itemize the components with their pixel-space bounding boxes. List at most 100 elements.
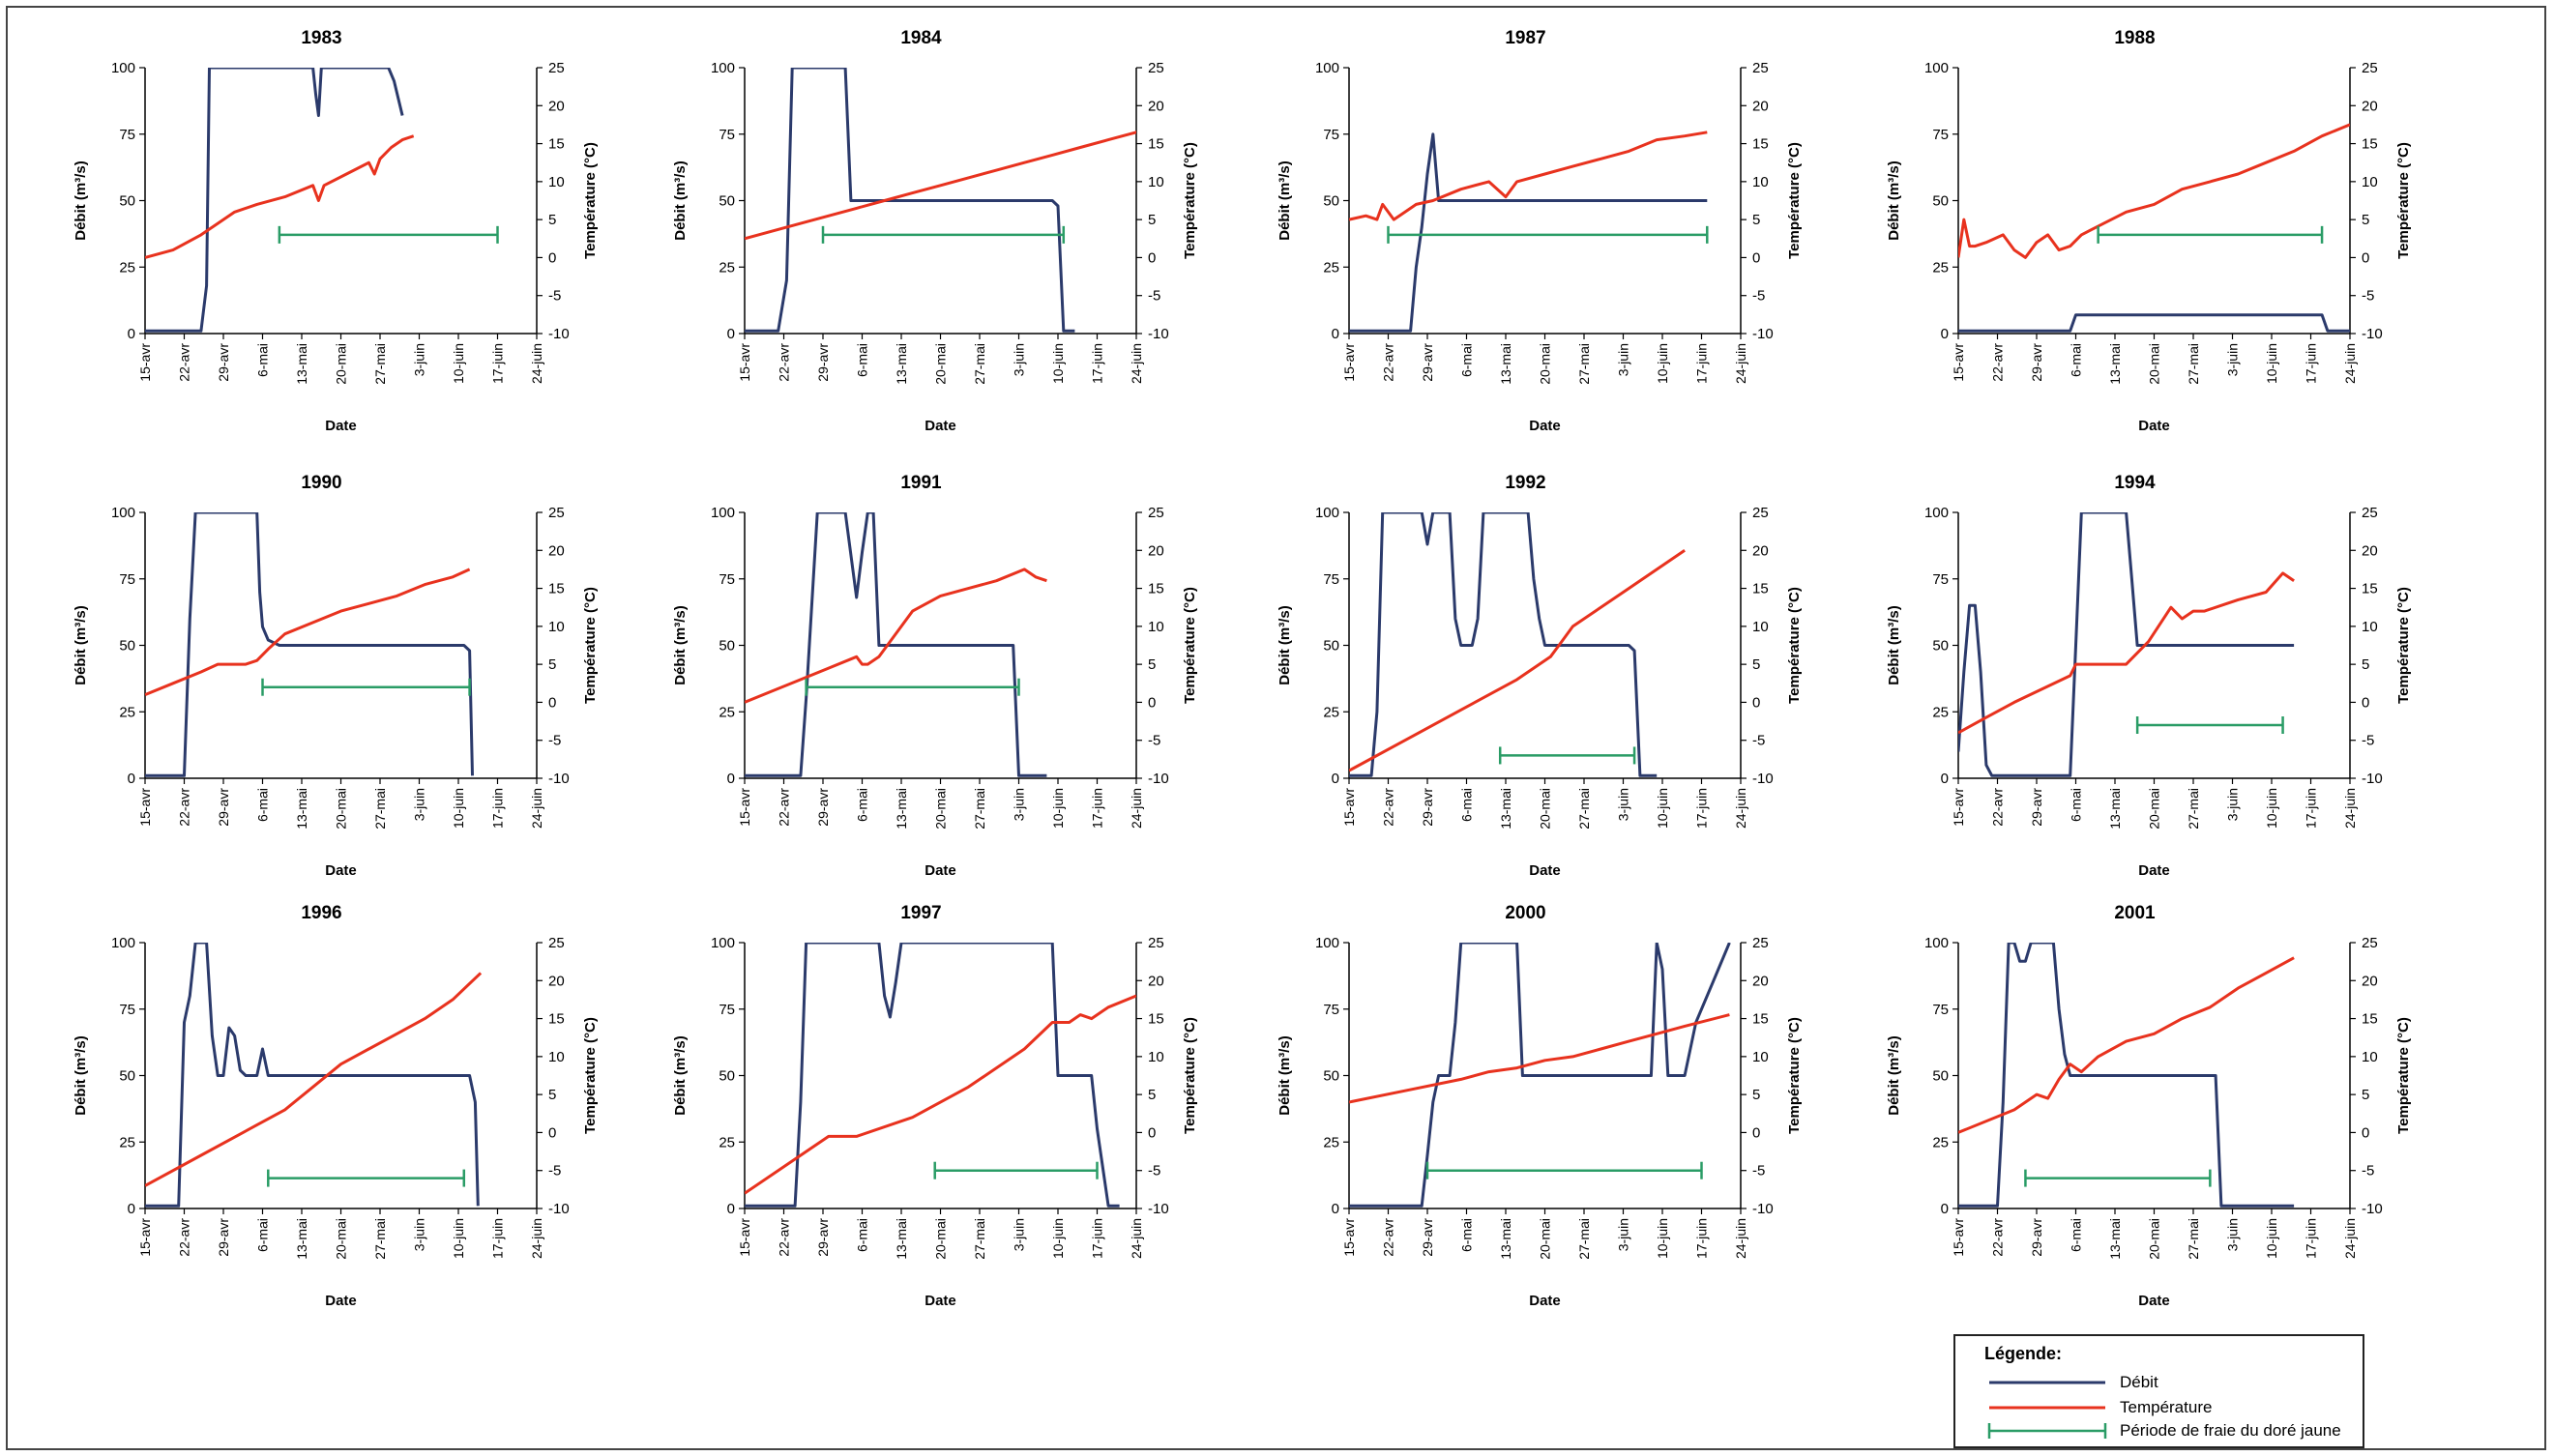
y2-tick-label: 0 [548, 1124, 556, 1141]
y-tick-label: 75 [119, 127, 135, 143]
x-tick-label: 22-avr [777, 1218, 792, 1257]
x-tick-label: 20-mai [933, 1218, 949, 1260]
y-tick-label: 25 [1932, 1134, 1949, 1150]
y2-tick-label: 5 [2362, 656, 2369, 673]
x-tick-label: 22-avr [177, 1218, 192, 1257]
chart-title: 1991 [900, 473, 942, 493]
legend-item-temperature: Température [1975, 1396, 2362, 1421]
temperature-line [1349, 131, 1708, 221]
y2-tick-label: 15 [1148, 581, 1164, 597]
x-tick-label: 29-avr [2029, 343, 2044, 382]
y2-axis-label: Température (°C) [582, 587, 599, 704]
y2-tick-label: -10 [1148, 771, 1169, 787]
y-tick-label: 25 [1932, 259, 1949, 276]
y2-tick-label: 20 [2362, 973, 2378, 989]
y-tick-label: 0 [727, 771, 735, 787]
y2-axis-label: Température (°C) [582, 1017, 599, 1134]
legend-title: Légende: [1984, 1344, 2063, 1363]
x-tick-label: 24-juin [1733, 788, 1748, 829]
x-tick-label: 13-mai [1498, 788, 1513, 830]
x-axis-label: Date [325, 418, 357, 434]
x-tick-label: 13-mai [894, 788, 909, 830]
y-tick-label: 75 [719, 1002, 735, 1018]
x-tick-label: 27-mai [2186, 788, 2201, 830]
x-tick-label: 13-mai [894, 1218, 909, 1260]
debit-line [1958, 943, 2295, 1208]
y-tick-label: 50 [1932, 193, 1949, 210]
x-tick-label: 6-mai [255, 343, 271, 377]
x-tick-label: 15-avr [737, 343, 752, 382]
x-tick-label: 24-juin [2342, 1218, 2358, 1259]
y2-tick-label: -5 [2362, 1163, 2374, 1179]
y2-tick-label: 5 [548, 212, 556, 228]
x-tick-label: 10-juin [1050, 1218, 1066, 1259]
y2-axis-label: Température (°C) [1786, 142, 1803, 259]
y-tick-label: 75 [1932, 571, 1949, 588]
y2-tick-label: 25 [1148, 60, 1164, 76]
debit-line [1349, 512, 1658, 777]
x-tick-label: 6-mai [855, 788, 870, 822]
y-tick-label: 75 [1323, 1002, 1339, 1018]
y2-tick-label: -10 [1752, 326, 1774, 342]
legend: Légende: Débit Température Période de fr… [1953, 1334, 2364, 1448]
debit-line [145, 68, 404, 333]
x-tick-label: 17-juin [1090, 1218, 1105, 1259]
x-tick-label: 3-juin [2225, 343, 2241, 376]
chart-1996: 1996 0 25 50 75 100 -10 -5 0 5 10 15 20 25 15-avr 22-av… [73, 903, 599, 1309]
y-tick-label: 100 [1315, 60, 1339, 76]
chart-1991: 1991 0 25 50 75 100 -10 -5 0 5 10 15 20 25 15-avr 22-av… [672, 473, 1198, 879]
x-tick-label: 3-juin [1012, 1218, 1027, 1251]
y2-tick-label: 0 [548, 694, 556, 711]
x-tick-label: 17-juin [2304, 788, 2319, 829]
y-tick-label: 25 [719, 1134, 735, 1150]
x-tick-label: 6-mai [1459, 788, 1475, 822]
y-tick-label: 100 [1924, 60, 1949, 76]
x-tick-label: 6-mai [2069, 1218, 2084, 1252]
y2-tick-label: 10 [1148, 1049, 1164, 1065]
y2-tick-label: 20 [1752, 973, 1769, 989]
y-tick-label: 50 [119, 1068, 135, 1085]
x-tick-label: 20-mai [334, 1218, 349, 1260]
y2-tick-label: -5 [2362, 733, 2374, 749]
debit-line [745, 943, 1120, 1208]
x-axis-label: Date [1529, 1293, 1561, 1309]
y-tick-label: 50 [1323, 638, 1339, 655]
x-tick-label: 6-mai [2069, 343, 2084, 377]
x-tick-label: 17-juin [1090, 788, 1105, 829]
chart-2001: 2001 0 25 50 75 100 -10 -5 0 5 10 15 20 25 15-avr 22-av… [1886, 903, 2412, 1309]
y2-tick-label: 5 [1752, 1087, 1760, 1103]
temperature-line [1958, 571, 2295, 735]
y2-tick-label: 5 [1148, 656, 1156, 673]
temperature-line [745, 994, 1136, 1195]
y-tick-label: 0 [128, 1201, 135, 1217]
debit-line [1958, 512, 2295, 777]
x-tick-label: 22-avr [1990, 343, 2006, 382]
x-tick-label: 20-mai [2147, 788, 2162, 830]
y2-tick-label: 20 [1148, 98, 1164, 114]
temperature-line [1349, 549, 1686, 772]
y2-tick-label: 10 [1148, 174, 1164, 190]
x-tick-label: 17-juin [490, 343, 506, 384]
x-tick-label: 29-avr [815, 788, 831, 827]
y2-tick-label: 25 [2362, 505, 2378, 521]
x-tick-label: 29-avr [1420, 343, 1435, 382]
y2-axis-label: Température (°C) [1182, 587, 1198, 704]
x-tick-label: 22-avr [177, 788, 192, 827]
y2-tick-label: 15 [1752, 581, 1769, 597]
y2-axis-label: Température (°C) [1182, 142, 1198, 259]
x-tick-label: 22-avr [1381, 343, 1396, 382]
x-tick-label: 20-mai [2147, 343, 2162, 385]
y2-tick-label: -5 [1752, 1163, 1765, 1179]
x-tick-label: 10-juin [1655, 343, 1670, 384]
x-tick-label: 6-mai [855, 343, 870, 377]
y2-tick-label: 15 [548, 1011, 565, 1028]
x-tick-label: 15-avr [1341, 788, 1357, 827]
chart-2000: 2000 0 25 50 75 100 -10 -5 0 5 10 15 20 25 15-avr 22-av… [1277, 903, 1803, 1309]
y-tick-label: 25 [1323, 704, 1339, 720]
chart-1987: 1987 0 25 50 75 100 -10 -5 0 5 10 15 20 25 15-avr 22-av… [1277, 28, 1803, 434]
y-tick-label: 0 [1941, 1201, 1949, 1217]
y2-tick-label: 25 [1752, 505, 1769, 521]
y-tick-label: 25 [119, 1134, 135, 1150]
x-tick-label: 3-juin [412, 343, 427, 376]
y2-tick-label: -5 [548, 1163, 561, 1179]
